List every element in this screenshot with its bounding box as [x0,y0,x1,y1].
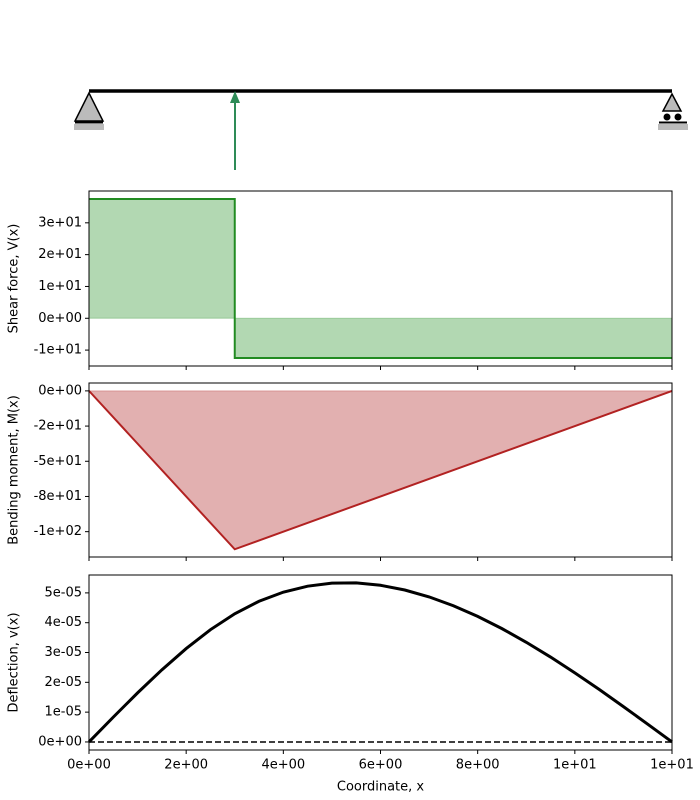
y-axis-label: Shear force, V(x) [7,224,22,334]
y-tick-label: 4e-05 [44,615,82,630]
y-axis-label: Deflection, v(x) [7,612,22,712]
x-tick-label: 0e+00 [67,758,111,773]
panel: 0e+00 1e-05 2e-05 3e-05 4e-05 5e-05 0e+00 2e+00… [7,574,694,795]
x-tick-label: 1e+01 [650,758,694,773]
y-tick-label: 0e+00 [38,734,82,749]
axes-frame [88,574,673,751]
pin-support [73,91,105,122]
x-tick-label: 6e+00 [359,758,403,773]
beam-diagram [73,89,688,170]
y-tick-label: -8e+01 [34,489,82,504]
roller [674,113,682,121]
data-line [88,389,673,551]
y-tick-label: 5e-05 [44,585,82,600]
x-axis-label: Coordinate, x [337,780,425,795]
data-line [89,197,672,360]
area-fill [88,198,673,359]
y-tick-label: -2e+01 [34,419,82,434]
y-tick-label: -1e+01 [34,343,82,358]
y-tick-label: 2e-05 [44,675,82,690]
y-tick-label: -1e+02 [34,524,82,539]
x-tick-label: 8e+00 [456,758,500,773]
y-tick-label: 0e+00 [38,383,82,398]
y-tick-label: 3e-05 [44,645,82,660]
x-tick-label: 4e+00 [261,758,305,773]
y-tick-label: -5e+01 [34,454,82,469]
y-tick-label: 1e+01 [38,279,82,294]
panel: -1e+01 0e+00 1e+01 2e+01 3e+01 Shear force, V… [7,190,673,370]
x-tick-label: 2e+00 [164,758,208,773]
ground [74,124,104,130]
y-axis-label: Bending moment, M(x) [7,395,22,545]
panel: -1e+02 -8e+01 -5e+01 -2e+01 0e+00 Bending mom… [7,382,673,561]
y-tick-label: 3e+01 [38,215,82,230]
y-tick-label: 2e+01 [38,247,82,262]
y-tick-label: 0e+00 [38,311,82,326]
roller-support [661,92,683,112]
roller [663,113,671,121]
x-tick-label: 1e+01 [553,758,597,773]
load-arrowhead [230,91,240,103]
y-tick-label: 1e-05 [44,705,82,720]
data-line [87,581,673,744]
area-fill [87,390,673,550]
ground [658,124,688,130]
